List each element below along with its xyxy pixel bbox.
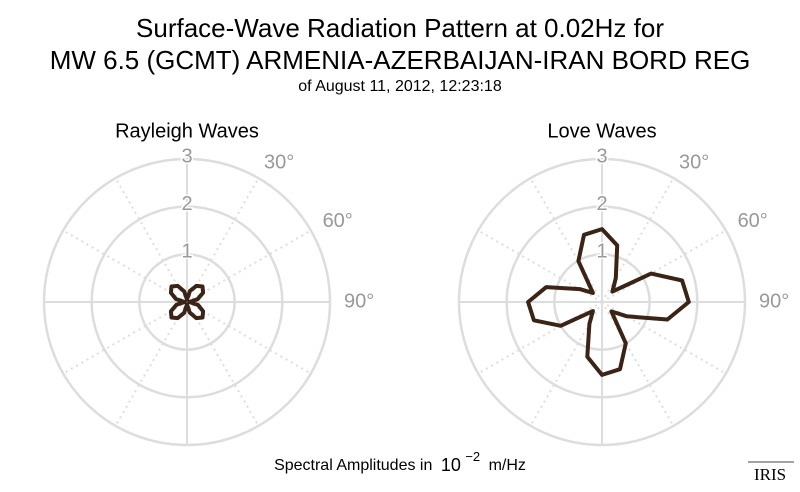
spoke	[186, 177, 260, 303]
r-tick-label: 3	[181, 145, 192, 167]
grid-circle	[138, 253, 236, 351]
spoke	[186, 301, 260, 427]
spoke	[114, 301, 188, 427]
theta-tick-label: 90°	[759, 290, 789, 312]
r-tick-label: 1	[181, 241, 192, 263]
grid-circle	[505, 205, 699, 399]
theta-tick-label: 60°	[738, 210, 768, 232]
spoke	[477, 301, 603, 375]
grid-circle	[457, 157, 747, 447]
theta-tick-label: 30°	[679, 152, 709, 174]
spoke	[62, 229, 188, 303]
r-tick-label: 3	[596, 145, 607, 167]
spoke	[114, 177, 188, 303]
spoke	[601, 229, 727, 303]
theta-tick-label: 60°	[323, 210, 353, 232]
r-tick-label: 2	[596, 193, 607, 215]
footer-text: Spectral Amplitudes in	[274, 457, 432, 474]
title-line: Surface-Wave Radiation Pattern at 0.02Hz…	[136, 13, 664, 43]
footer-unit: m/Hz	[489, 457, 526, 474]
footer-exponent: −2	[465, 449, 480, 464]
chart-title: Love Waves	[547, 120, 656, 142]
footer: Spectral Amplitudes in 10 −2 m/Hz	[274, 449, 526, 475]
chart-title: Rayleigh Waves	[115, 120, 259, 142]
r-tick-label: 2	[181, 193, 192, 215]
footer-base: 10	[441, 455, 461, 475]
grid-circle	[553, 253, 651, 351]
spoke	[186, 229, 312, 303]
theta-tick-label: 90°	[344, 290, 374, 312]
spoke	[529, 177, 603, 303]
grid-circle	[42, 157, 332, 447]
title-line: MW 6.5 (GCMT) ARMENIA-AZERBAIJAN-IRAN BO…	[50, 45, 751, 75]
subtitle: of August 11, 2012, 12:23:18	[298, 78, 502, 95]
r-tick-label: 1	[596, 241, 607, 263]
theta-tick-label: 30°	[264, 152, 294, 174]
spoke	[62, 301, 188, 375]
grid-circle	[90, 205, 284, 399]
pattern-line	[168, 283, 206, 321]
pattern-line	[526, 227, 691, 377]
logo: IRIS	[754, 465, 786, 484]
spoke	[186, 301, 312, 375]
